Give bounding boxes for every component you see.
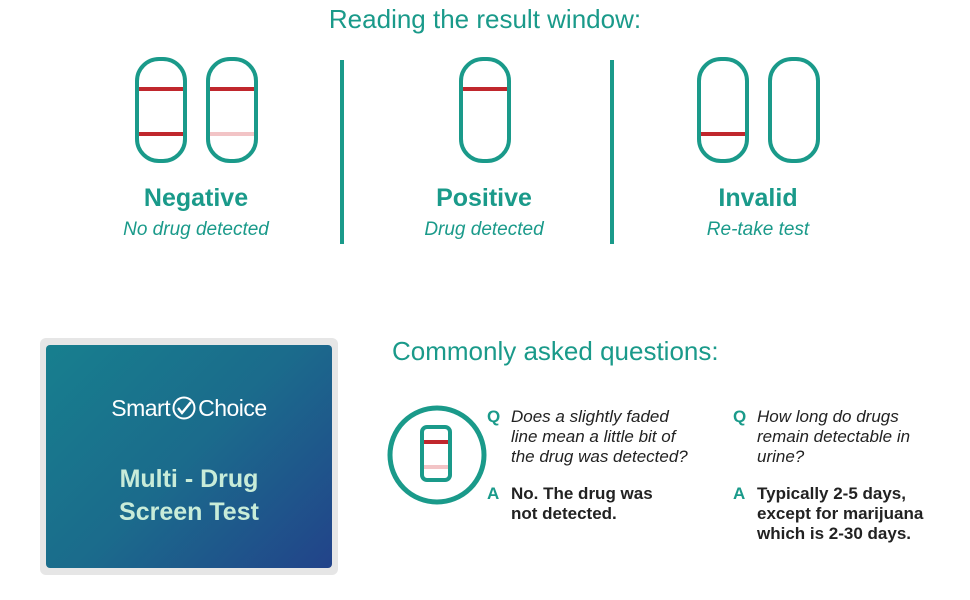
faq-title: Commonly asked questions: [392,336,719,366]
faq-question-1: Q Does a slightly faded line mean a littl… [487,407,688,467]
q-marker: Q [487,407,501,426]
q-marker: Q [733,407,747,426]
test-line [139,132,183,136]
invalid-test-strip-2 [768,57,820,163]
faded-test-line [210,132,254,136]
negative-test-strip-1 [135,57,187,163]
result-label: Negative [143,184,249,212]
product-name: Multi - Drug Screen Test [46,463,332,529]
result-invalid: Invalid Re-take test [638,184,878,241]
test-strip-circle-icon [387,405,487,505]
answer-line: except for marijuana [757,504,924,523]
control-line [463,87,507,91]
faq-answer-1: A No. The drug was not detected. [487,484,653,524]
invalid-test-strip-1 [697,57,749,163]
control-line [210,87,254,91]
answer-line: No. The drug was [511,484,653,503]
question-line: line mean a little bit of [511,427,676,446]
question-line: How long do drugs [757,407,899,426]
faq-question-2: Q How long do drugs remain detectable in u… [733,407,910,467]
negative-test-strip-2 [206,57,258,163]
result-window-title: Reading the result window: [328,4,642,34]
product-box: Smart Choice Multi - Drug Screen Test [46,345,332,568]
positive-test-strip [459,57,511,163]
answer-line: which is 2-30 days. [757,524,912,543]
product-name-line2: Screen Test [119,498,259,526]
test-line [701,132,745,136]
control-line [139,87,183,91]
divider [340,60,344,244]
question-line: Does a slightly faded [511,407,669,426]
result-positive: Positive Drug detected [364,184,604,241]
question-line: remain detectable in [757,427,911,446]
divider [610,60,614,244]
check-circle-icon [172,396,196,420]
brand-logo: Smart Choice [111,395,267,421]
question-line: the drug was detected? [511,447,688,466]
faq-answer-2: A Typically 2-5 days, except for marijuan… [733,484,923,544]
answer-line: Typically 2-5 days, [757,484,906,503]
result-description: Drug detected [424,219,544,240]
result-negative: Negative No drug detected [76,184,316,241]
a-marker: A [487,484,500,503]
a-marker: A [733,484,746,503]
result-label: Invalid [718,184,798,212]
answer-line: not detected. [511,504,617,523]
result-description: No drug detected [123,219,269,240]
question-line: urine? [757,447,805,466]
result-label: Positive [436,184,532,212]
product-name-line1: Multi - Drug [119,465,259,493]
result-description: Re-take test [706,219,810,240]
